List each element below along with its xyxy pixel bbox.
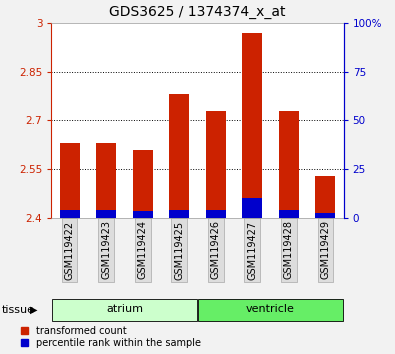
Bar — [206, 110, 226, 218]
Text: ▶: ▶ — [30, 305, 37, 315]
Bar — [60, 210, 80, 218]
Legend: transformed count, percentile rank within the sample: transformed count, percentile rank withi… — [21, 326, 201, 348]
Bar — [169, 95, 189, 218]
Bar — [279, 110, 299, 218]
Title: GDS3625 / 1374374_x_at: GDS3625 / 1374374_x_at — [109, 5, 286, 19]
Bar — [133, 150, 153, 218]
FancyBboxPatch shape — [52, 299, 197, 321]
Bar — [242, 33, 262, 218]
Bar — [315, 176, 335, 218]
Text: ventricle: ventricle — [246, 304, 295, 314]
Text: atrium: atrium — [106, 304, 143, 314]
Bar — [279, 210, 299, 218]
Bar — [206, 210, 226, 218]
Bar — [96, 210, 116, 218]
Bar — [315, 213, 335, 218]
Bar — [60, 143, 80, 218]
Bar — [96, 143, 116, 218]
Bar — [242, 198, 262, 218]
Bar — [133, 211, 153, 218]
Text: tissue: tissue — [2, 305, 35, 315]
FancyBboxPatch shape — [198, 299, 343, 321]
Bar — [169, 210, 189, 218]
